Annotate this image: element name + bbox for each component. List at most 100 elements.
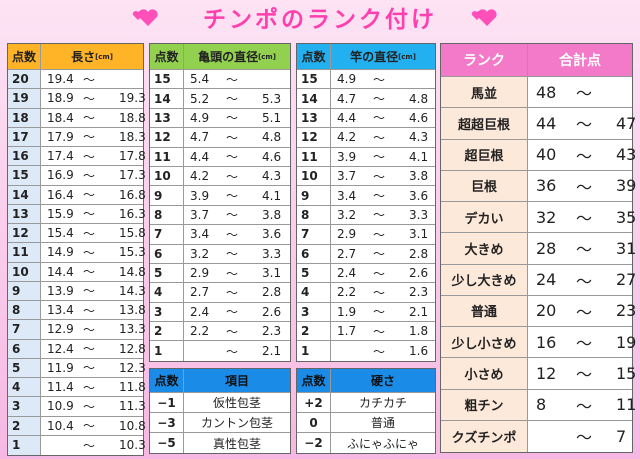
table: 点数 硬さ +2 カチカチ 0 普通 −2 ふにゃふにゃ: [296, 368, 436, 454]
range-to: 27: [616, 270, 637, 290]
score-cell: 1: [150, 341, 184, 361]
row: 10 3.7 ～ 3.8: [297, 166, 435, 187]
score-cell: 20: [8, 70, 41, 89]
value-cell: 8 ～ 11: [528, 390, 636, 420]
header-text: 項目: [224, 374, 249, 388]
value-cell: 2.7 ～ 2.8: [331, 245, 435, 263]
value-cell: 2.4 ～ 2.6: [331, 264, 435, 282]
row: 9 3.9 ～ 4.1: [150, 186, 290, 206]
value-cell: 16.4 ～ 16.8: [41, 186, 146, 204]
row: 10 4.2 ～ 4.3: [150, 166, 290, 187]
score: 1: [301, 344, 310, 359]
value-cell: 11.9 ～ 12.3: [41, 359, 146, 377]
value-cell: 2.4 ～ 2.6: [184, 303, 290, 321]
range-from: 3.2: [337, 207, 357, 222]
row: −1 仮性包茎: [150, 393, 290, 413]
range-to: 11: [616, 395, 637, 415]
score-cell: 9: [297, 186, 331, 205]
range-to: 3.1: [262, 266, 282, 281]
score: −2: [304, 436, 323, 450]
hearts: [132, 9, 497, 26]
score: 11: [301, 149, 318, 164]
row: 6 12.4 ～ 12.8: [8, 339, 146, 359]
value-cell: 14.4 ～ 14.8: [41, 263, 146, 281]
range-to: 35: [616, 207, 637, 227]
score: 0: [309, 415, 318, 430]
value-cell: 3.2 ～ 3.3: [331, 206, 435, 224]
range-to: 14.3: [119, 283, 146, 298]
score: 13: [12, 206, 29, 221]
score-cell: 13: [297, 108, 331, 128]
range-to: 2.8: [262, 285, 282, 300]
row: 1 ～ 1.6: [297, 341, 435, 361]
score-cell: 大きめ: [441, 233, 528, 264]
range-sep: ～: [83, 111, 96, 126]
score: 2: [154, 324, 163, 339]
range-to: 11.8: [119, 380, 146, 395]
range-sep: ～: [576, 115, 593, 135]
range-sep: ～: [373, 305, 386, 320]
value-cell: ～ 7: [528, 421, 632, 452]
header-text: 点数: [154, 50, 179, 64]
range-sep: ～: [373, 111, 386, 126]
row: 11 14.9 ～ 15.3: [8, 243, 146, 263]
range-from: 3.4: [190, 227, 210, 242]
score: 7: [154, 227, 163, 242]
score-cell: 15: [297, 70, 331, 89]
score: 粗チン: [464, 399, 504, 415]
range-to: 3.6: [262, 227, 282, 242]
range-to: 5.3: [262, 91, 282, 106]
row: 16 17.4 ～ 17.8: [8, 147, 146, 167]
range-from: 16.9: [47, 168, 74, 183]
range-sep: ～: [83, 380, 96, 395]
range-sep: ～: [226, 189, 239, 204]
score-cell: 4: [150, 283, 184, 302]
score-cell: 14: [8, 185, 41, 204]
value-cell: 12.9 ～ 13.3: [41, 320, 146, 338]
item: 真性包茎: [212, 436, 261, 451]
range-sep: ～: [83, 438, 96, 453]
range-sep: ～: [83, 188, 96, 203]
range-sep: ～: [226, 305, 239, 320]
score-cell: 13: [8, 204, 41, 223]
value-cell: 4.7 ～ 4.8: [184, 128, 290, 146]
range-sep: ～: [83, 419, 96, 434]
row: 14 4.7 ～ 4.8: [297, 89, 435, 109]
range-sep: ～: [226, 285, 239, 300]
range-from: 4.9: [190, 110, 210, 125]
score-cell: 4: [8, 378, 41, 397]
range-sep: ～: [83, 168, 96, 183]
range-from: 48: [536, 82, 557, 102]
score: 5: [301, 266, 310, 281]
row: 2 1.7 ～ 1.8: [297, 322, 435, 342]
range-sep: ～: [83, 342, 96, 357]
table: 点数 項目 −1 仮性包茎 −3 カントン包茎 −5 真性包茎: [149, 368, 291, 454]
header-text: 点数: [301, 50, 326, 64]
range-from: 2.4: [190, 304, 210, 319]
header-cell: 竿の直径 [cm]: [331, 44, 435, 69]
score-cell: 19: [8, 89, 41, 108]
value-cell: 2.9 ～ 3.1: [331, 225, 435, 243]
row: 7 2.9 ～ 3.1: [297, 225, 435, 245]
range-from: 4.9: [337, 72, 357, 87]
range-from: 4.7: [337, 91, 357, 106]
header-cell: 項目: [184, 369, 290, 392]
score-cell: デカい: [441, 202, 528, 233]
range-sep: ～: [576, 334, 593, 354]
score: 13: [301, 110, 318, 125]
score: 1: [12, 438, 21, 453]
range-from: 2.7: [337, 246, 357, 261]
range-sep: ～: [576, 365, 593, 385]
value-cell: 4.4 ～ 4.6: [331, 109, 435, 127]
header-cell: 点数: [150, 44, 184, 69]
score-cell: 粗チン: [441, 389, 528, 420]
range-sep: ～: [226, 344, 239, 359]
score: 少し小さめ: [451, 336, 517, 352]
value-cell: 17.4 ～ 17.8: [41, 147, 146, 165]
range-to: 4.6: [262, 149, 282, 164]
range-to: 3.1: [409, 227, 429, 242]
range-from: 20: [536, 301, 557, 321]
score-cell: 2: [150, 322, 184, 341]
row: 18 18.4 ～ 18.8: [8, 108, 146, 128]
score-cell: 7: [8, 320, 41, 339]
